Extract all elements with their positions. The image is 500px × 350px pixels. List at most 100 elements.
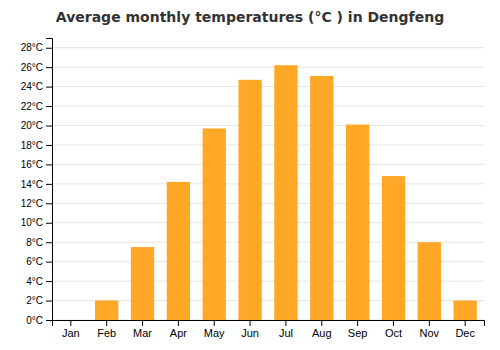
x-tick-label: Sep: [348, 327, 368, 339]
title: Average monthly temperatures (°C ) in De…: [56, 9, 444, 25]
grid-line: [52, 106, 484, 107]
grid: [52, 48, 484, 320]
x-tick: Jul: [279, 320, 293, 339]
bar: [418, 242, 441, 320]
y-tick-label: 8°C: [26, 237, 43, 248]
x-tick-mark: [285, 320, 286, 326]
y-tick: 16°C: [21, 159, 52, 170]
y-tick-label: 6°C: [26, 256, 43, 267]
x-tick-mark: [321, 320, 322, 326]
bar: [382, 176, 405, 320]
x-tick-label: Jun: [241, 327, 259, 339]
y-tick-mark: [46, 223, 52, 224]
bar: [203, 128, 226, 320]
y-tick-label: 2°C: [26, 295, 43, 306]
y-tick-mark: [46, 48, 52, 49]
x-tick-mark: [106, 320, 107, 326]
y-tick-mark: [46, 87, 52, 88]
x-tick: Feb: [97, 320, 116, 339]
y-tick-label: 16°C: [21, 159, 43, 170]
y-tick-mark: [46, 106, 52, 107]
y-tick-mark: [46, 320, 52, 321]
x-tick-label: Nov: [420, 327, 440, 339]
y-tick-label: 10°C: [21, 217, 43, 228]
bar: [95, 301, 118, 320]
y-axis-line: [46, 39, 53, 321]
bar: [131, 247, 154, 320]
bar: [59, 320, 82, 321]
grid-line: [52, 203, 484, 204]
x-tick-mark: [142, 320, 143, 326]
x-tick-label: Aug: [312, 327, 332, 339]
y-tick: 2°C: [26, 295, 52, 306]
y-tick: 20°C: [21, 120, 52, 131]
x-tick-label: Apr: [170, 327, 187, 339]
y-tick: 26°C: [21, 62, 52, 73]
bar: [310, 76, 333, 320]
y-tick-label: 22°C: [21, 101, 43, 112]
x-axis: Jan Feb Mar Apr May Jun Jul Aug Sep Oct Nov Dec: [53, 320, 485, 339]
y-tick-label: 14°C: [21, 179, 43, 190]
bar: [274, 65, 297, 320]
y-tick-label: 20°C: [21, 120, 43, 131]
y-tick-mark: [46, 67, 52, 68]
x-tick-mark: [393, 320, 394, 326]
grid-line: [52, 183, 484, 184]
x-tick-mark: [357, 320, 358, 326]
x-tick: Nov: [420, 320, 440, 339]
x-tick: May: [204, 320, 225, 339]
y-tick-mark: [46, 301, 52, 302]
x-tick-label: Feb: [97, 327, 116, 339]
x-tick: Jun: [241, 320, 259, 339]
bar: [454, 301, 477, 320]
bar: [167, 182, 190, 320]
x-tick: Dec: [455, 320, 475, 339]
x-tick-label: May: [204, 327, 225, 339]
y-tick-mark: [46, 126, 52, 127]
x-tick-label: Jan: [62, 327, 80, 339]
grid-line: [52, 144, 484, 145]
bar: [346, 125, 369, 320]
y-tick-mark: [46, 203, 52, 204]
x-tick: Mar: [133, 320, 152, 339]
x-tick-label: Mar: [133, 327, 152, 339]
y-tick-label: 4°C: [26, 276, 43, 287]
y-tick: 8°C: [26, 237, 52, 248]
bars: [95, 65, 477, 320]
y-tick-mark: [46, 184, 52, 185]
y-tick: 4°C: [26, 276, 52, 287]
y-tick-mark: [46, 281, 52, 282]
y-tick: 10°C: [21, 217, 52, 228]
x-tick-mark: [70, 320, 71, 326]
y-tick: 14°C: [21, 179, 52, 190]
y-tick-label: 18°C: [21, 140, 43, 151]
y-tick: 18°C: [21, 140, 52, 151]
grid-line: [52, 125, 484, 126]
y-tick-label: 0°C: [26, 315, 43, 326]
chart: Jan Feb Mar Apr May Jun Jul Aug Sep Oct Nov Dec 0°C 2…: [0, 0, 500, 350]
y-tick-mark: [46, 242, 52, 243]
y-tick-mark: [46, 145, 52, 146]
x-axis-line: [53, 321, 485, 327]
x-tick-label: Oct: [385, 327, 402, 339]
x-tick-mark: [465, 320, 466, 326]
y-axis: 0°C 2°C 4°C 6°C 8°C 10°C 12°C 14°C 16°C 18°C 20°C 2…: [21, 39, 53, 326]
grid-line: [52, 222, 484, 223]
y-tick: 0°C: [26, 315, 52, 326]
x-tick: Apr: [170, 320, 187, 339]
y-tick-label: 28°C: [21, 42, 43, 53]
y-tick-label: 24°C: [21, 81, 43, 92]
y-tick-label: 12°C: [21, 198, 43, 209]
y-tick: 28°C: [21, 42, 52, 53]
y-tick-label: 26°C: [21, 62, 43, 73]
y-tick-mark: [46, 262, 52, 263]
x-tick-mark: [214, 320, 215, 326]
x-tick-mark: [178, 320, 179, 326]
grid-line: [52, 47, 484, 48]
y-tick: 24°C: [21, 81, 52, 92]
y-tick-mark: [46, 164, 52, 165]
grid-line: [52, 164, 484, 165]
plot: Jan Feb Mar Apr May Jun Jul Aug Sep Oct Nov Dec 0°C 2…: [21, 39, 485, 339]
y-tick: 12°C: [21, 198, 52, 209]
y-tick: 6°C: [26, 256, 52, 267]
